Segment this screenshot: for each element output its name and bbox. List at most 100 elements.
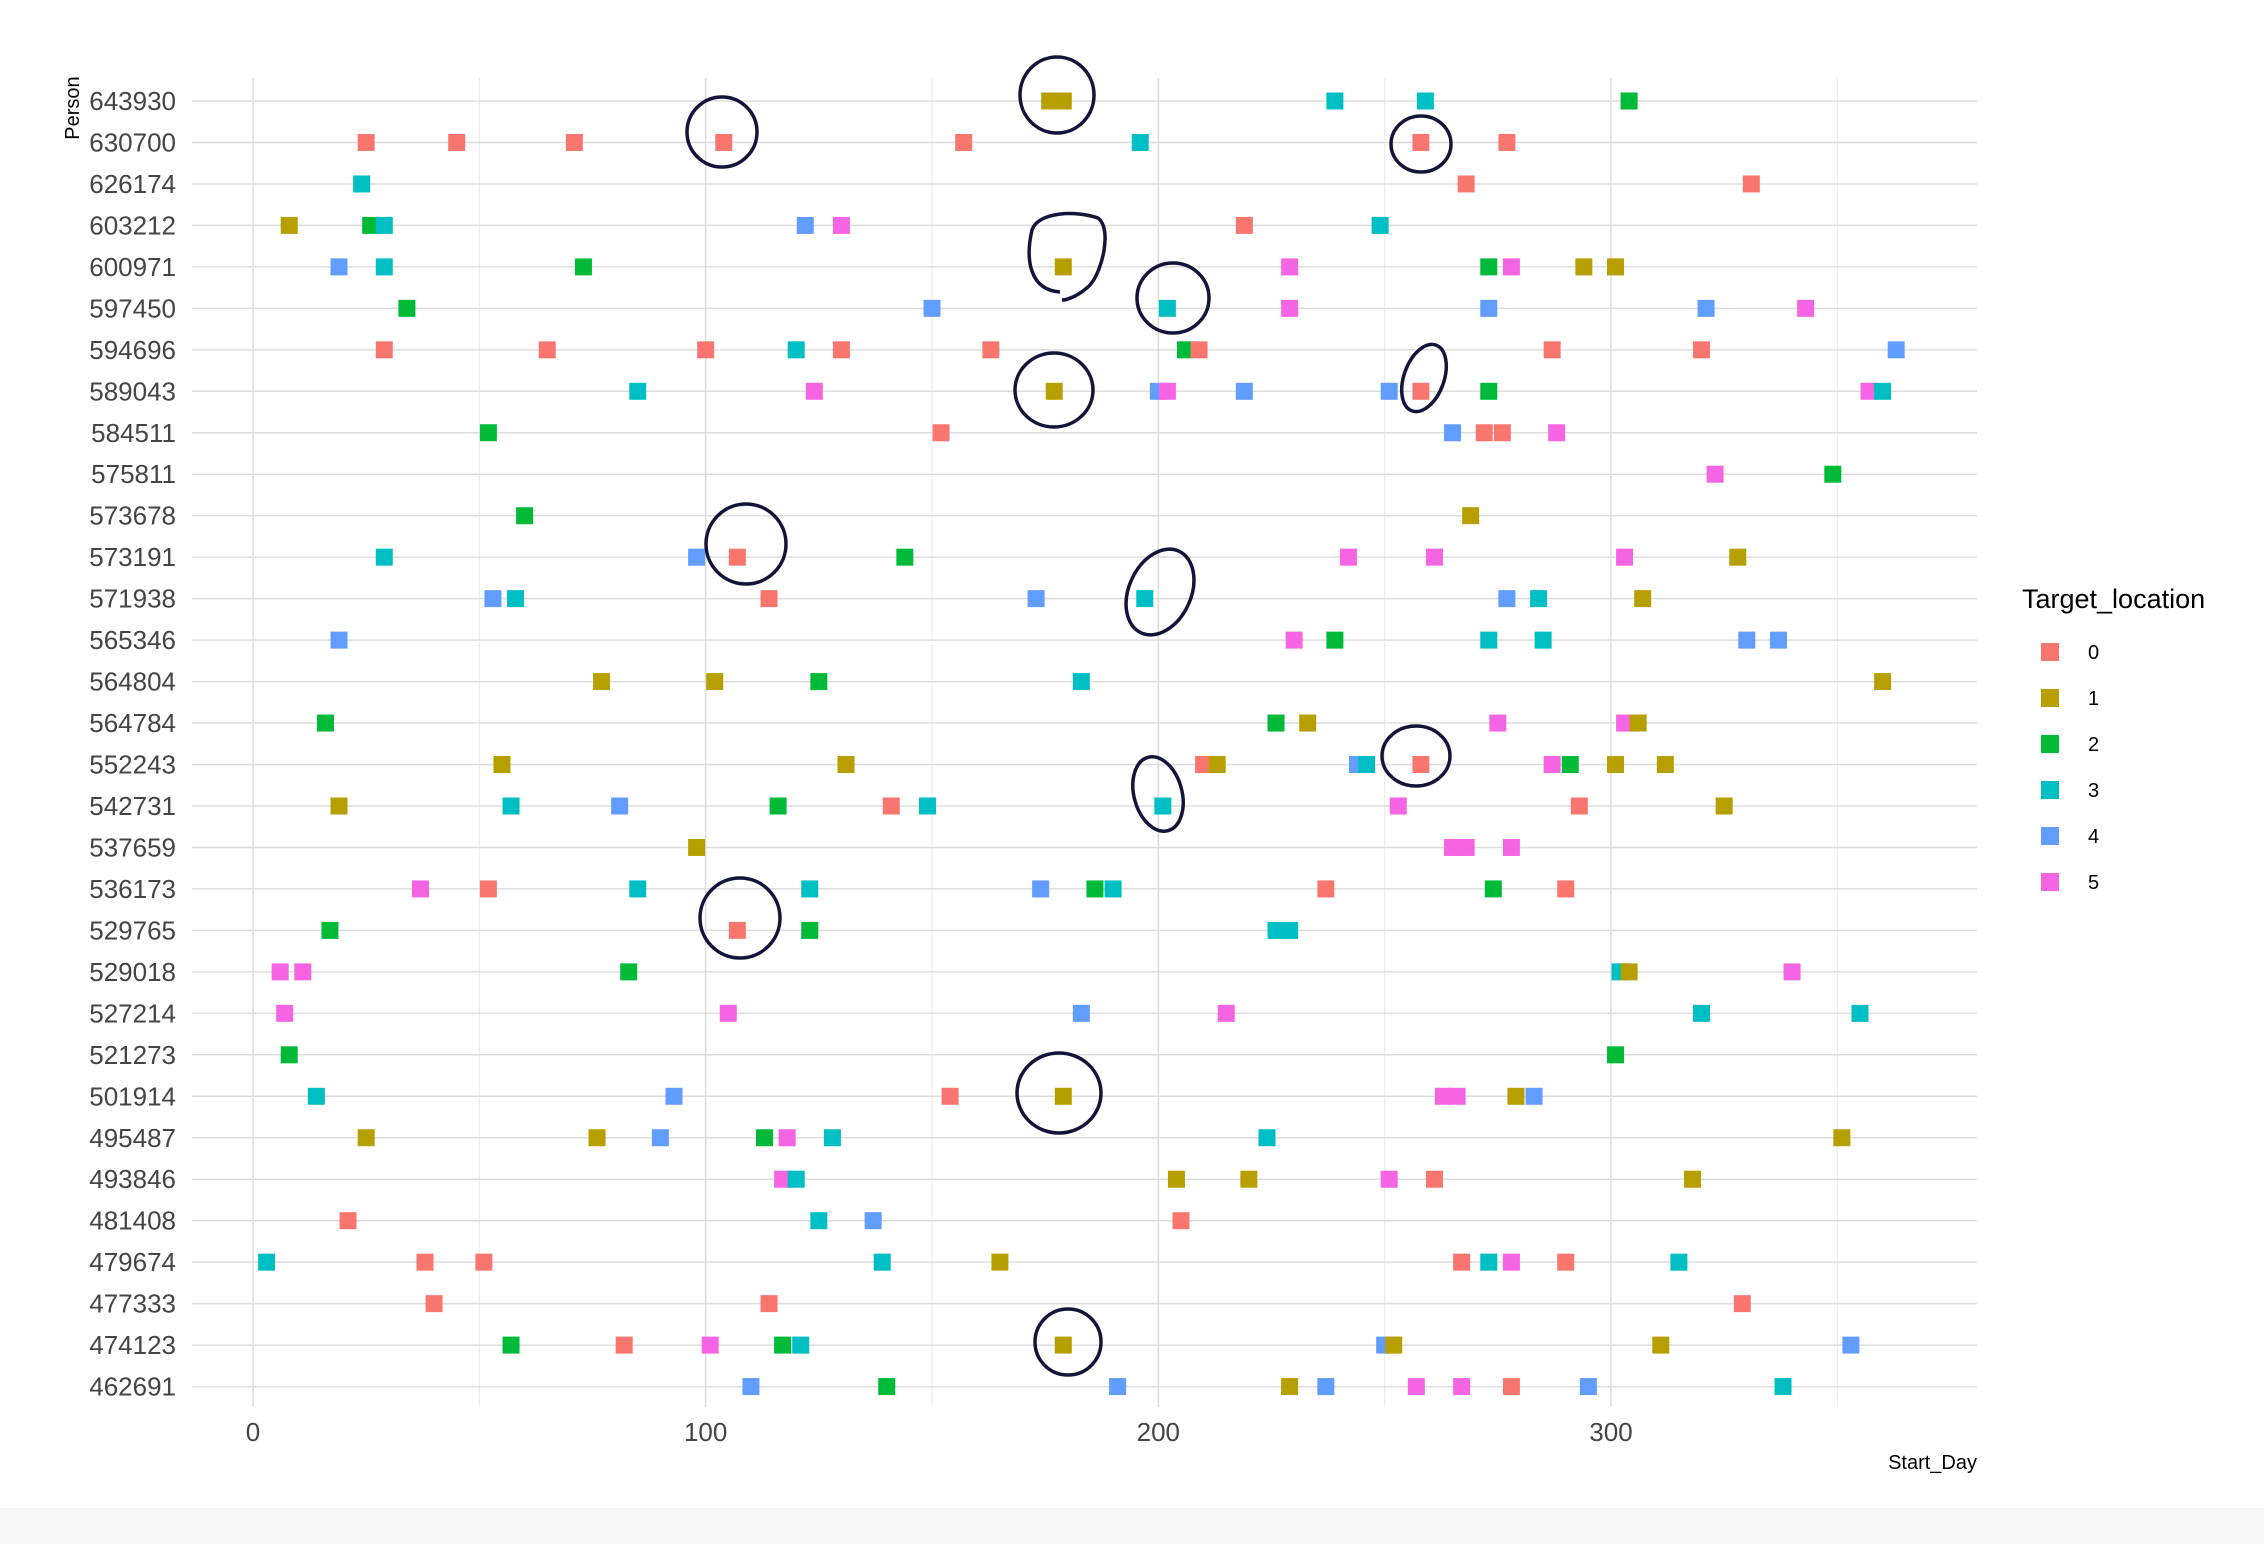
- data-point: [1317, 880, 1335, 898]
- y-tick-label: 643930: [89, 86, 176, 116]
- data-point: [1502, 258, 1520, 276]
- data-point: [1371, 216, 1389, 234]
- data-point: [1502, 1253, 1520, 1271]
- data-point: [1281, 258, 1299, 276]
- data-point: [896, 548, 914, 566]
- y-tick-label: 571938: [89, 584, 176, 614]
- annotation-circle: [685, 95, 759, 169]
- data-point: [787, 1170, 805, 1188]
- data-point: [1462, 507, 1480, 525]
- data-point: [629, 880, 647, 898]
- annotation-circle: [1135, 261, 1211, 335]
- data-points: [258, 92, 1905, 1396]
- y-tick-label: 481408: [89, 1206, 176, 1236]
- legend-swatch: [2041, 827, 2059, 845]
- data-point: [1041, 92, 1059, 110]
- data-point: [1380, 382, 1398, 400]
- data-point: [787, 341, 805, 359]
- data-point: [1412, 756, 1430, 774]
- data-point: [507, 590, 525, 608]
- y-tick-label: 564784: [89, 708, 176, 738]
- data-point: [1480, 299, 1498, 317]
- y-tick-label: 501914: [89, 1081, 176, 1111]
- data-point: [1502, 838, 1520, 856]
- data-point: [742, 1378, 760, 1396]
- data-point: [1444, 424, 1462, 442]
- data-point: [1697, 299, 1715, 317]
- x-tick-label: 100: [684, 1417, 727, 1447]
- data-point: [479, 424, 497, 442]
- data-point: [1670, 1253, 1688, 1271]
- data-point: [810, 673, 828, 691]
- data-point: [375, 548, 393, 566]
- data-point: [1607, 258, 1625, 276]
- data-point: [1652, 1336, 1670, 1354]
- data-point: [1557, 1253, 1575, 1271]
- legend-swatch: [2041, 781, 2059, 799]
- data-point: [1457, 175, 1475, 193]
- data-point: [706, 673, 724, 691]
- data-point: [1480, 382, 1498, 400]
- data-point: [878, 1378, 896, 1396]
- data-point: [516, 507, 534, 525]
- data-point: [425, 1295, 443, 1313]
- data-point: [1507, 1087, 1525, 1105]
- y-tick-label: 565346: [89, 625, 176, 655]
- data-point: [1425, 548, 1443, 566]
- data-point: [294, 963, 312, 981]
- data-point: [1543, 341, 1561, 359]
- legend-swatch: [2041, 873, 2059, 891]
- data-point: [1502, 1378, 1520, 1396]
- annotation-circle: [1131, 755, 1185, 833]
- data-point: [375, 258, 393, 276]
- data-point: [796, 216, 814, 234]
- data-point: [1235, 216, 1253, 234]
- data-point: [1874, 382, 1892, 400]
- data-point: [1557, 880, 1575, 898]
- data-point: [321, 921, 339, 939]
- data-point: [688, 838, 706, 856]
- data-point: [955, 133, 973, 151]
- y-tick-label: 597450: [89, 293, 176, 323]
- data-point: [941, 1087, 959, 1105]
- data-point: [1054, 92, 1072, 110]
- data-point: [411, 880, 429, 898]
- x-axis-title: Start_Day: [1888, 1452, 1977, 1474]
- y-tick-label: 479674: [89, 1247, 176, 1277]
- y-tick-label: 477333: [89, 1289, 176, 1319]
- data-point: [1444, 838, 1462, 856]
- data-point: [1412, 382, 1430, 400]
- data-point: [1797, 299, 1815, 317]
- data-point: [1480, 631, 1498, 649]
- legend-swatch: [2041, 689, 2059, 707]
- legend-swatch: [2041, 643, 2059, 661]
- data-point: [1842, 1336, 1860, 1354]
- data-point: [1493, 424, 1511, 442]
- data-point: [882, 797, 900, 815]
- y-tick-label: 630700: [89, 127, 176, 157]
- data-point: [832, 341, 850, 359]
- annotation-circle: [1015, 1051, 1103, 1135]
- data-point: [805, 382, 823, 400]
- data-point: [1339, 548, 1357, 566]
- y-tick-label: 573191: [89, 542, 176, 572]
- data-point: [1706, 465, 1724, 483]
- data-point: [1267, 921, 1285, 939]
- data-point: [1435, 1087, 1453, 1105]
- data-point: [697, 341, 715, 359]
- legend-title: Target_location: [2022, 584, 2205, 614]
- y-tick-label: 594696: [89, 335, 176, 365]
- data-point: [1258, 1129, 1276, 1147]
- x-tick-labels: 0 100 200 300: [246, 1417, 1633, 1447]
- legend-label: 2: [2088, 734, 2099, 756]
- data-point: [1448, 1087, 1466, 1105]
- y-tick-label: 529765: [89, 915, 176, 945]
- legend-label: 3: [2088, 780, 2099, 802]
- y-tick-label: 552243: [89, 750, 176, 780]
- data-point: [1109, 1378, 1127, 1396]
- data-point: [475, 1253, 493, 1271]
- data-point: [538, 341, 556, 359]
- data-point: [1167, 1170, 1185, 1188]
- data-point: [728, 548, 746, 566]
- data-point: [1235, 382, 1253, 400]
